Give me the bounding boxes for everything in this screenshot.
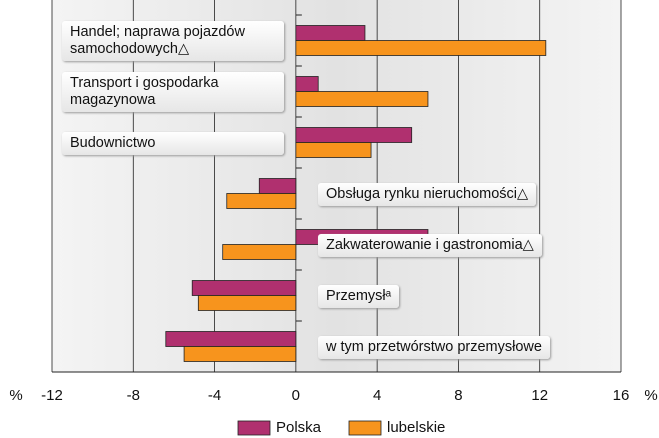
legend-label: Polska bbox=[276, 419, 322, 436]
x-tick-label: -12 bbox=[41, 387, 63, 404]
x-tick-label: 12 bbox=[531, 387, 548, 404]
x-tick-label: 4 bbox=[373, 387, 381, 404]
legend-swatch bbox=[348, 420, 382, 436]
bar bbox=[295, 142, 372, 158]
legend-swatch bbox=[237, 420, 271, 436]
bar bbox=[183, 346, 297, 362]
category-label: Transport i gospodarka magazynowa bbox=[62, 71, 284, 112]
x-tick-label: 0 bbox=[292, 387, 300, 404]
x-tick-label: 8 bbox=[454, 387, 462, 404]
legend-label: lubelskie bbox=[387, 419, 445, 436]
category-label: Przemysłᵃ bbox=[318, 284, 400, 308]
bar bbox=[226, 193, 297, 209]
category-label: w tym przetwórstwo przemysłowe bbox=[318, 335, 550, 359]
x-axis-label: % bbox=[644, 387, 657, 404]
bar bbox=[222, 244, 297, 260]
bar bbox=[295, 91, 429, 107]
x-tick-label: -8 bbox=[127, 387, 140, 404]
category-label: Handel; naprawa pojazdów samochodowych△ bbox=[62, 20, 284, 61]
bar bbox=[258, 178, 297, 194]
category-label: Zakwaterowanie i gastronomia△ bbox=[318, 233, 542, 257]
x-tick-label: 16 bbox=[613, 387, 630, 404]
bar bbox=[295, 127, 413, 143]
x-axis-label: % bbox=[9, 387, 22, 404]
bar bbox=[295, 40, 547, 56]
bar bbox=[295, 76, 319, 92]
bar bbox=[295, 25, 366, 41]
bar bbox=[191, 280, 297, 296]
bar bbox=[197, 295, 297, 311]
category-label: Obsługa rynku nieruchomości△ bbox=[318, 182, 537, 206]
x-tick-label: -4 bbox=[208, 387, 221, 404]
bar bbox=[165, 331, 297, 347]
category-label: Budownictwo bbox=[62, 131, 284, 155]
